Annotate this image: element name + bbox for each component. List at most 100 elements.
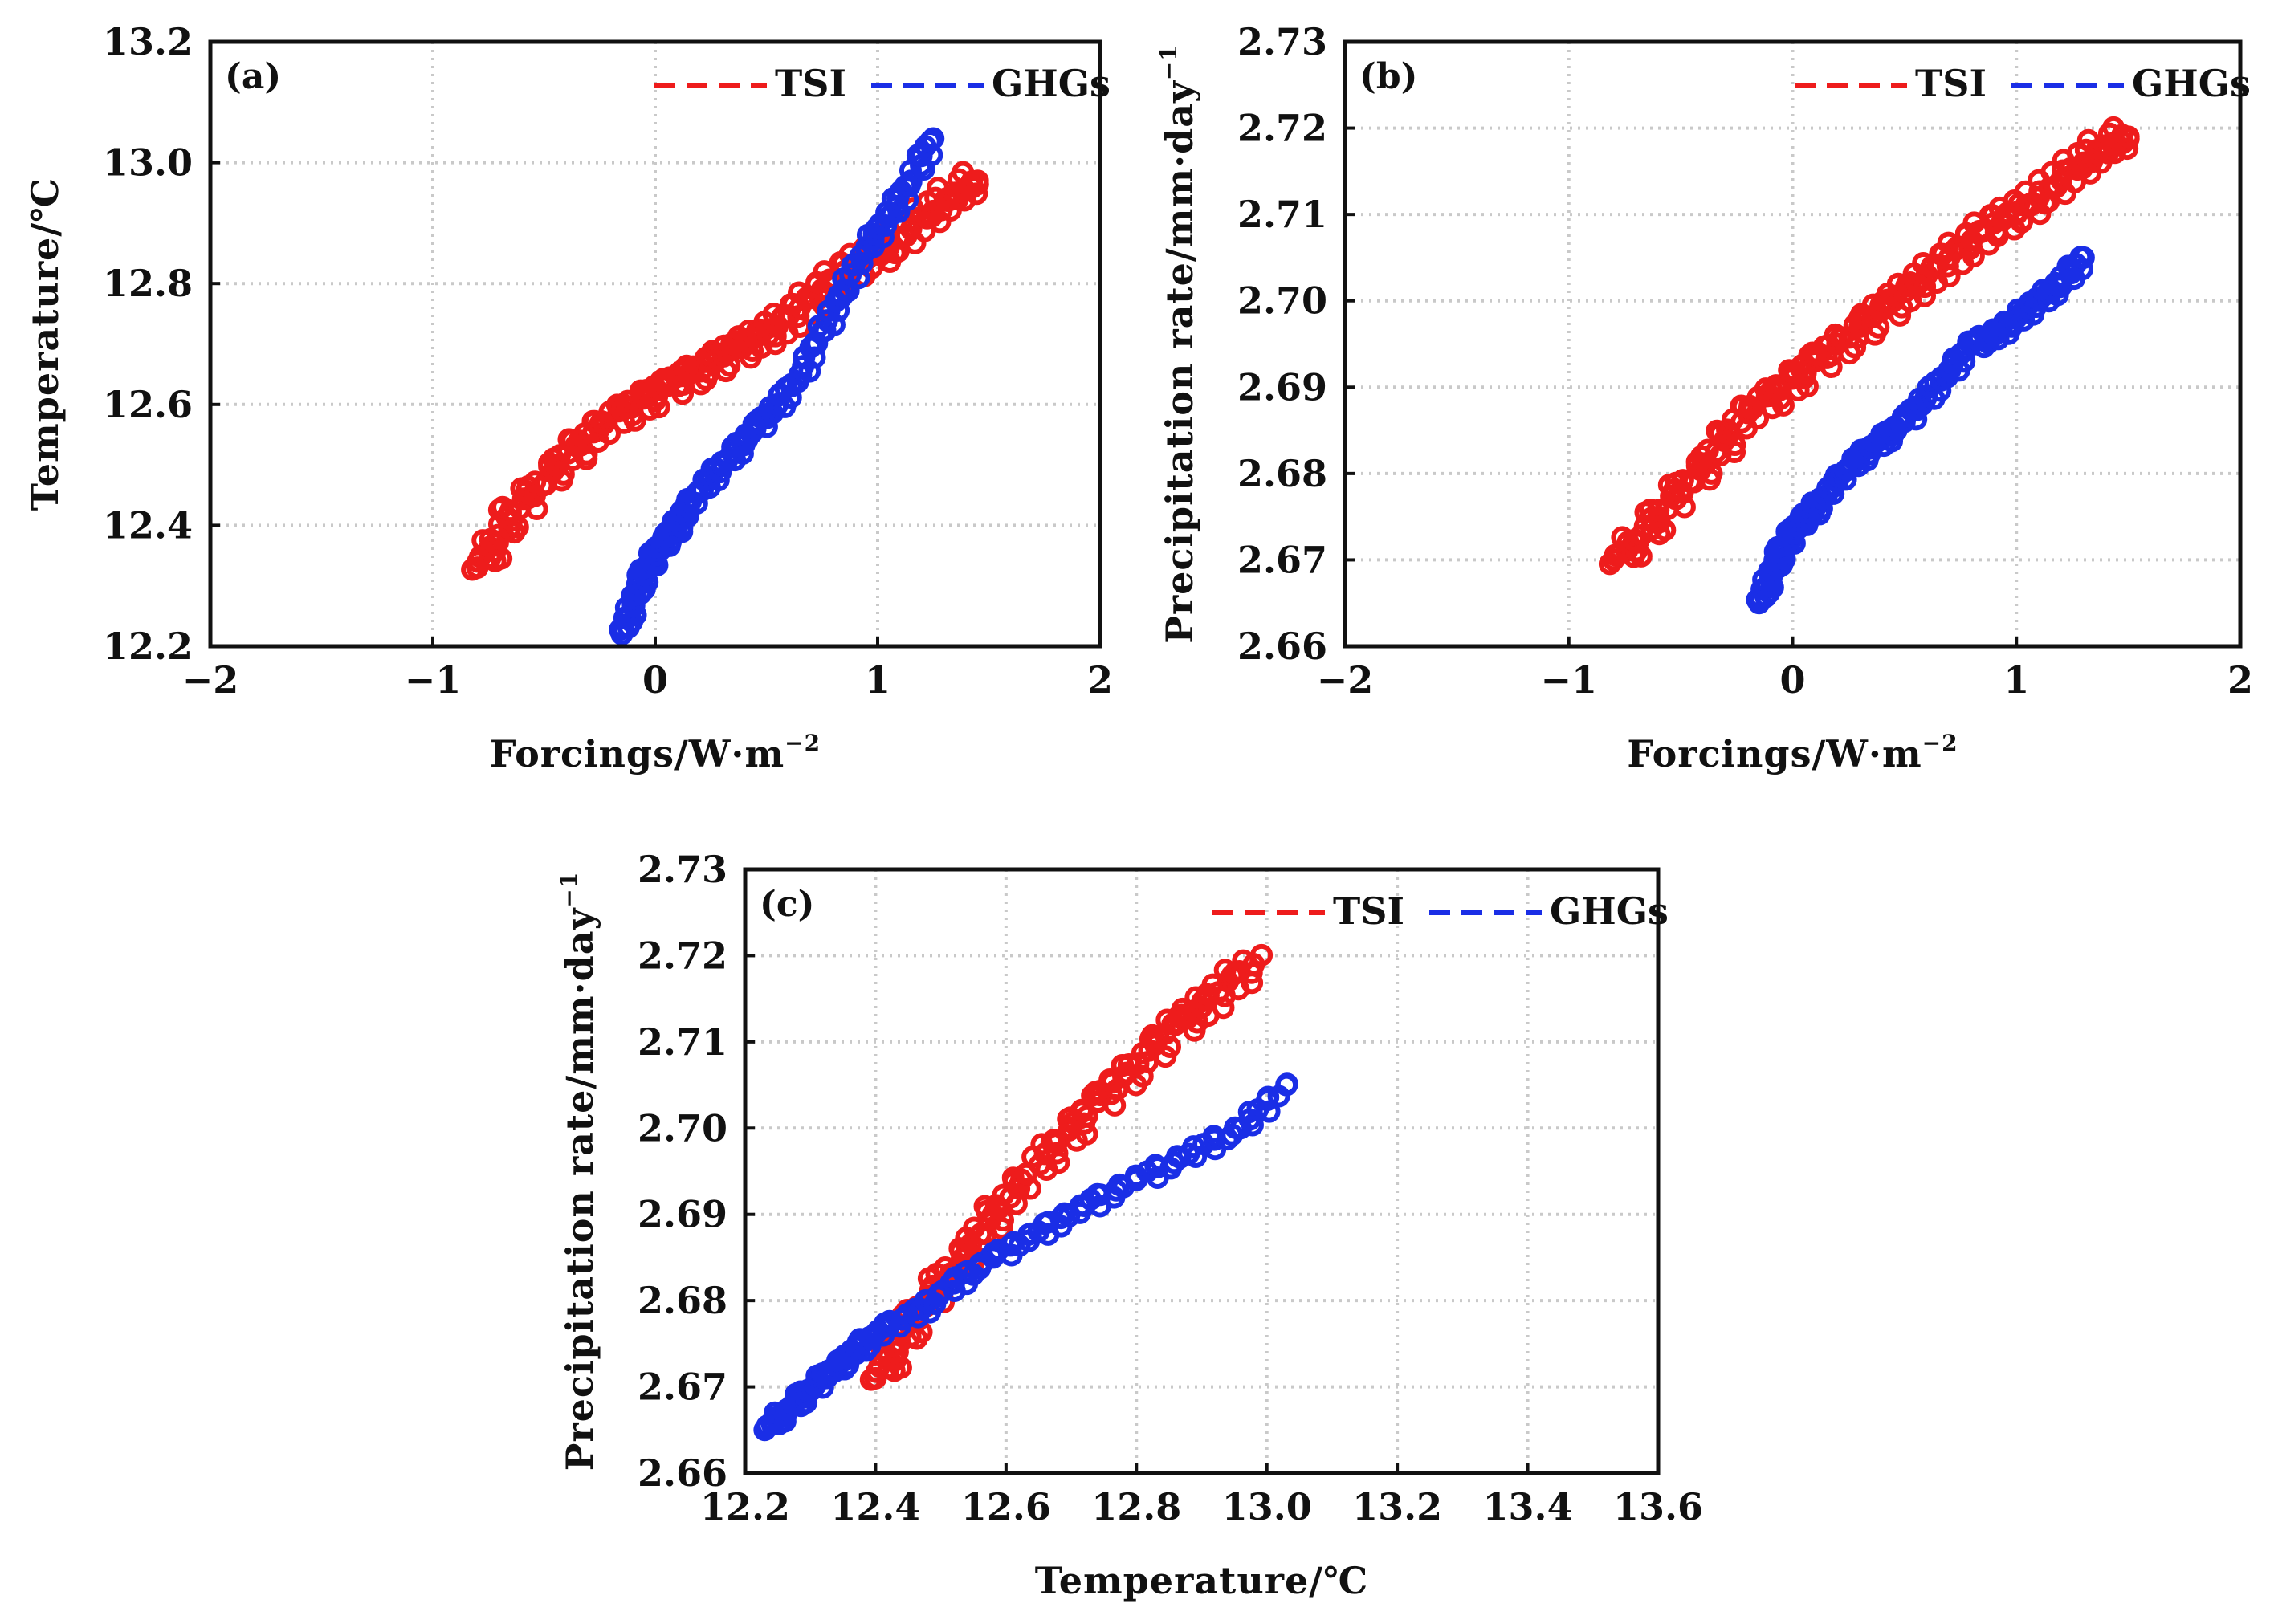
points-a [461,127,989,645]
x-tick-label: 12.4 [830,1485,920,1528]
panel-a: −2 −1 0 1 2 12.2 12.4 12.6 12.8 13.0 13.2 (a) TSI … [23,20,1113,775]
x-tick-label: 12.8 [1091,1485,1181,1528]
point-tsi-fill [1754,377,1777,401]
point-tsi-fill [1765,376,1788,400]
legend-label-ghgs-c: GHGs [1550,889,1669,933]
y-tick-label: 12.2 [103,625,193,668]
point-tsi-fill [935,189,959,212]
y-tick-label: 13.2 [103,20,193,63]
x-tick-label: 0 [1779,658,1805,702]
point-tsi [1242,953,1265,976]
y-tick-label: 2.67 [638,1366,727,1409]
y-tick-label: 2.67 [1237,538,1327,581]
point-ghgs [2072,246,2095,269]
points-b [1598,116,2140,615]
ticks-b: −2 −1 0 1 2 2.66 2.67 2.68 2.69 2.70 2.71 2.72 2.73 [1237,20,2253,702]
y-tick-label: 2.68 [638,1279,727,1322]
point-tsi-fill [1184,986,1208,1009]
point-tsi-fill [1647,499,1670,522]
point-tsi [966,169,989,193]
legend-label-tsi-c: TSI [1333,889,1404,933]
x-tick-label: 1 [865,658,890,702]
y-axis-label-b: Precipitation rate/mm·day−1 [1155,44,1201,644]
y-tick-label: 2.70 [638,1106,727,1150]
panel-c: 12.2 12.4 12.6 12.8 13.0 13.2 13.4 13.6 2.66 2.67… [556,848,1703,1602]
y-tick-label: 2.71 [1237,193,1327,236]
x-axis-label-c: Temperature/℃ [1035,1559,1368,1602]
y-axis-label-a: Temperature/℃ [23,177,67,511]
point-tsi-fill [1706,419,1729,442]
y-tick-label: 2.71 [638,1020,727,1064]
x-tick-label: −1 [1540,658,1597,702]
y-axis-label-text-a: Temperature/℃ [23,177,67,511]
x-tick-label: 1 [2003,658,2029,702]
x-tick-label: −2 [182,658,239,702]
x-axis-label-text-c: Temperature/℃ [1035,1559,1368,1602]
point-tsi-fill [1696,438,1719,462]
legend-a: TSI GHGs [654,62,1111,105]
point-ghgs-fill [1182,1135,1205,1158]
y-tick-label: 2.66 [1237,625,1327,668]
x-tick-label: −2 [1317,658,1374,702]
point-ghgs-fill [1810,497,1833,520]
point-tsi-fill [963,1216,986,1239]
x-axis-label-sup-b: −2 [1922,730,1958,756]
point-tsi-fill [499,499,522,523]
x-tick-label: 13.0 [1222,1485,1312,1528]
ticks-a: −2 −1 0 1 2 12.2 12.4 12.6 12.8 13.0 13.2 [103,20,1113,702]
point-tsi-fill [1042,1129,1066,1152]
y-axis-label-c: Precipitation rate/mm·day−1 [556,872,601,1471]
y-tick-label: 2.69 [1237,365,1327,409]
point-tsi-fill [973,1195,996,1218]
x-tick-label: −1 [405,658,462,702]
point-tsi-fill [2086,142,2109,165]
x-tick-label: 13.4 [1483,1485,1573,1528]
y-axis-label-sup-c: −1 [556,872,582,908]
point-tsi-fill [1671,469,1694,492]
legend-label-tsi-a: TSI [775,62,846,105]
y-tick-label: 12.4 [103,503,193,547]
panel-label-c: (c) [760,884,814,925]
point-tsi [2117,125,2140,149]
legend-label-ghgs-b: GHGs [2132,62,2251,105]
point-tsi-fill [548,444,572,467]
point-tsi-fill [581,409,605,433]
y-tick-label: 2.73 [1237,20,1327,63]
points-c [753,943,1298,1442]
y-tick-label: 13.0 [103,141,193,185]
panel-b: −2 −1 0 1 22.662.672.682.692.702.712.722.73 … [1155,20,2253,775]
y-tick-label: 12.6 [103,383,193,426]
y-tick-label: 2.69 [638,1193,727,1236]
x-axis-label-a: Forcings/W·m−2 [490,730,821,775]
point-ghgs-fill [1124,1164,1147,1187]
point-tsi-fill [1127,1052,1150,1076]
point-tsi-fill [1045,1142,1069,1165]
y-axis-label-text-b: Precipitation rate/mm·day [1158,80,1201,644]
point-ghgs-fill [1058,1205,1081,1228]
x-axis-label-text-b: Forcings/W·m [1627,732,1922,775]
y-tick-label: 12.8 [103,262,193,305]
y-tick-label: 2.68 [1237,452,1327,495]
legend-label-ghgs-a: GHGs [992,62,1111,105]
y-tick-label: 2.72 [1237,107,1327,150]
point-tsi-fill [1098,1068,1122,1091]
x-tick-label: 13.6 [1613,1485,1703,1528]
point-tsi-fill [1001,1166,1025,1190]
point-tsi-fill [524,470,547,494]
point-ghgs [1275,1073,1298,1097]
y-axis-label-sup-b: −1 [1155,44,1182,80]
plot-frame-c [743,867,1661,1475]
x-tick-label: 12.2 [700,1485,790,1528]
point-tsi-fill [1730,394,1753,417]
point-ghgs-fill [1037,1211,1060,1234]
x-axis-label-sup-a: −2 [785,730,821,756]
x-axis-label-text-a: Forcings/W·m [490,732,785,775]
x-tick-label: 2 [1087,658,1113,702]
x-axis-label-b: Forcings/W·m−2 [1627,730,1958,775]
y-tick-label: 2.73 [638,848,727,891]
point-tsi-fill [523,484,546,507]
point-ghgs-fill [1257,1100,1281,1123]
ticks-c: 12.2 12.4 12.6 12.8 13.0 13.2 13.4 13.6 2.66 2.67… [638,848,1703,1528]
legend-label-tsi-b: TSI [1915,62,1987,105]
